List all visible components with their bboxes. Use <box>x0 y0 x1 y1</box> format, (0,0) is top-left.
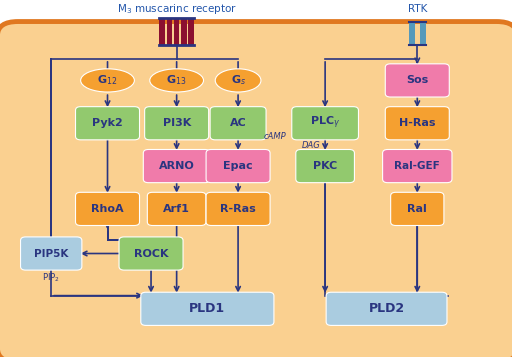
Text: Pyk2: Pyk2 <box>92 118 123 128</box>
Text: PIP$_2$: PIP$_2$ <box>42 272 60 284</box>
Text: M$_3$ muscarinc receptor: M$_3$ muscarinc receptor <box>117 2 237 16</box>
Text: cAMP: cAMP <box>264 132 286 141</box>
FancyBboxPatch shape <box>147 192 206 226</box>
Text: PKC: PKC <box>313 161 337 171</box>
Text: Epac: Epac <box>223 161 253 171</box>
Text: AC: AC <box>230 118 246 128</box>
FancyBboxPatch shape <box>292 107 358 140</box>
Text: H-Ras: H-Ras <box>399 118 436 128</box>
FancyBboxPatch shape <box>326 292 447 326</box>
FancyBboxPatch shape <box>181 18 186 45</box>
FancyBboxPatch shape <box>76 107 139 140</box>
Text: DAG: DAG <box>302 141 321 150</box>
FancyBboxPatch shape <box>76 192 139 226</box>
FancyBboxPatch shape <box>159 18 165 45</box>
Text: G$_{13}$: G$_{13}$ <box>166 74 187 87</box>
FancyBboxPatch shape <box>188 18 194 45</box>
Text: ROCK: ROCK <box>134 248 168 258</box>
FancyBboxPatch shape <box>119 237 183 270</box>
Text: R-Ras: R-Ras <box>220 204 256 214</box>
FancyBboxPatch shape <box>206 150 270 183</box>
FancyBboxPatch shape <box>385 64 450 97</box>
Text: PLD1: PLD1 <box>189 302 225 315</box>
Text: PLC$_\gamma$: PLC$_\gamma$ <box>310 115 340 131</box>
FancyBboxPatch shape <box>409 21 415 45</box>
FancyBboxPatch shape <box>382 150 452 183</box>
Text: Arf1: Arf1 <box>163 204 190 214</box>
FancyBboxPatch shape <box>391 192 444 226</box>
FancyBboxPatch shape <box>0 21 512 357</box>
Ellipse shape <box>150 69 203 92</box>
FancyBboxPatch shape <box>210 107 266 140</box>
Text: Ral-GEF: Ral-GEF <box>394 161 440 171</box>
Text: PIP5K: PIP5K <box>34 248 69 258</box>
FancyBboxPatch shape <box>143 150 210 183</box>
Text: Ral: Ral <box>408 204 427 214</box>
FancyBboxPatch shape <box>20 237 82 270</box>
FancyBboxPatch shape <box>166 18 172 45</box>
Text: RhoA: RhoA <box>91 204 124 214</box>
FancyBboxPatch shape <box>144 107 209 140</box>
Text: G$_{12}$: G$_{12}$ <box>97 74 118 87</box>
Text: PLD2: PLD2 <box>369 302 404 315</box>
FancyBboxPatch shape <box>141 292 274 326</box>
FancyBboxPatch shape <box>174 18 179 45</box>
FancyBboxPatch shape <box>420 21 426 45</box>
Text: G$_s$: G$_s$ <box>230 74 246 87</box>
Text: PI3K: PI3K <box>162 118 191 128</box>
Ellipse shape <box>215 69 261 92</box>
FancyBboxPatch shape <box>296 150 354 183</box>
Text: ARNO: ARNO <box>159 161 195 171</box>
FancyBboxPatch shape <box>385 107 450 140</box>
Ellipse shape <box>80 69 134 92</box>
FancyBboxPatch shape <box>206 192 270 226</box>
Text: RTK: RTK <box>408 4 427 14</box>
Text: Sos: Sos <box>406 75 429 85</box>
